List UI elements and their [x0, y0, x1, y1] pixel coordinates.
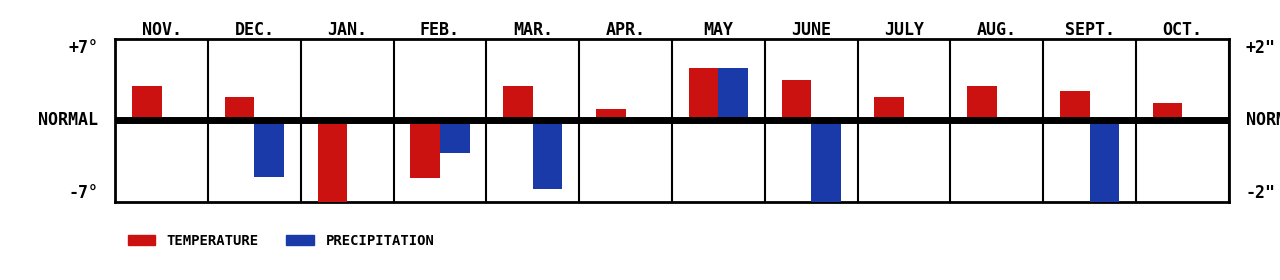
- Text: OCT.: OCT.: [1162, 21, 1202, 39]
- Bar: [411, 120, 440, 178]
- Text: +7°: +7°: [69, 39, 99, 57]
- Bar: [317, 120, 347, 202]
- Text: DEC.: DEC.: [234, 21, 274, 39]
- Bar: [132, 86, 161, 120]
- Text: NORMAL: NORMAL: [1245, 111, 1280, 129]
- Bar: [874, 97, 904, 120]
- Bar: [1060, 91, 1089, 120]
- Bar: [1089, 120, 1119, 202]
- Text: +2": +2": [1245, 39, 1275, 57]
- Bar: [1153, 103, 1183, 120]
- Text: NORMAL: NORMAL: [38, 111, 99, 129]
- Text: -7°: -7°: [69, 184, 99, 202]
- Legend: TEMPERATURE, PRECIPITATION: TEMPERATURE, PRECIPITATION: [122, 228, 440, 253]
- Text: MAY: MAY: [704, 21, 733, 39]
- Text: APR.: APR.: [605, 21, 645, 39]
- Bar: [689, 68, 718, 120]
- Bar: [718, 68, 748, 120]
- Text: AUG.: AUG.: [977, 21, 1016, 39]
- Text: FEB.: FEB.: [420, 21, 460, 39]
- Bar: [782, 80, 812, 120]
- Text: SEPT.: SEPT.: [1065, 21, 1115, 39]
- Bar: [225, 97, 255, 120]
- Bar: [968, 86, 997, 120]
- Text: JUNE: JUNE: [791, 21, 831, 39]
- Text: JULY: JULY: [884, 21, 924, 39]
- Bar: [596, 109, 626, 120]
- Bar: [503, 86, 532, 120]
- Text: -2": -2": [1245, 184, 1275, 202]
- Bar: [532, 120, 562, 189]
- Bar: [812, 120, 841, 202]
- Text: NOV.: NOV.: [142, 21, 182, 39]
- Text: MAR.: MAR.: [513, 21, 553, 39]
- Bar: [255, 120, 284, 177]
- Text: JAN.: JAN.: [328, 21, 367, 39]
- Bar: [440, 120, 470, 153]
